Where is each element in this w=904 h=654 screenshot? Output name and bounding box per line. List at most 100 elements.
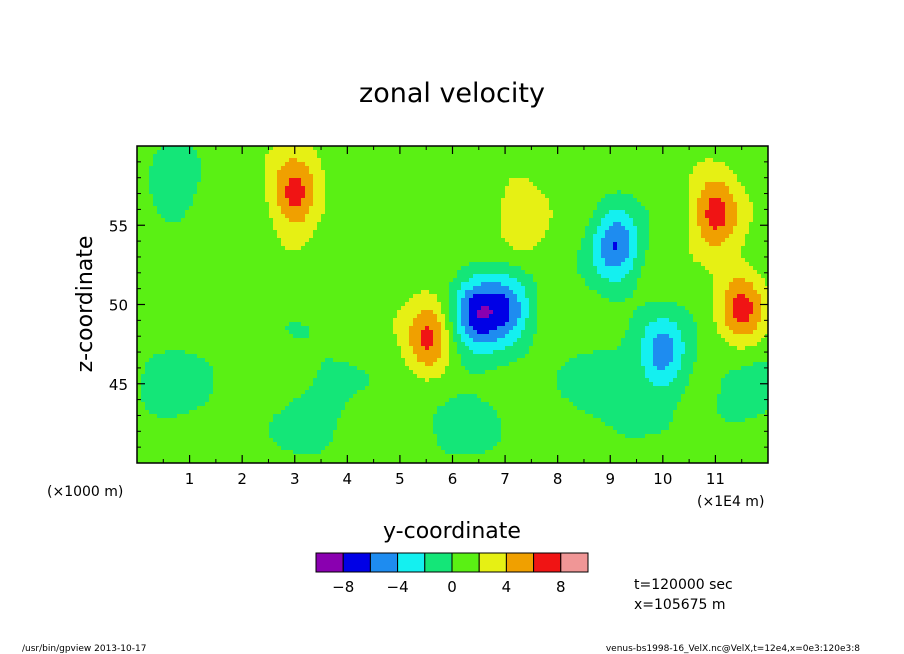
field-cell bbox=[309, 454, 313, 458]
field-cell bbox=[561, 374, 565, 378]
field-cell bbox=[153, 170, 157, 174]
field-cell bbox=[745, 278, 749, 282]
field-cell bbox=[645, 382, 649, 386]
field-cell bbox=[397, 322, 401, 326]
field-cell bbox=[733, 398, 737, 402]
field-cell bbox=[605, 238, 609, 242]
field-cell bbox=[153, 182, 157, 186]
field-cell bbox=[313, 174, 317, 178]
field-cell bbox=[741, 422, 745, 426]
field-cell bbox=[585, 278, 589, 282]
field-cell bbox=[281, 222, 285, 226]
field-cell bbox=[757, 278, 761, 282]
field-cell bbox=[677, 306, 681, 310]
field-cell bbox=[473, 294, 477, 298]
field-cell bbox=[737, 194, 741, 198]
field-cell bbox=[501, 230, 505, 234]
field-cell bbox=[157, 358, 161, 362]
field-cell bbox=[593, 278, 597, 282]
field-cell bbox=[189, 398, 193, 402]
field-cell bbox=[645, 342, 649, 346]
field-cell bbox=[641, 374, 645, 378]
field-cell bbox=[741, 318, 745, 322]
field-cell bbox=[717, 242, 721, 246]
field-cell bbox=[721, 394, 725, 398]
field-cell bbox=[653, 430, 657, 434]
field-cell bbox=[285, 442, 289, 446]
field-cell bbox=[665, 314, 669, 318]
field-cell bbox=[317, 442, 321, 446]
field-cell bbox=[701, 170, 705, 174]
field-cell bbox=[313, 330, 317, 334]
field-cell bbox=[693, 178, 697, 182]
field-cell bbox=[193, 406, 197, 410]
field-cell bbox=[585, 354, 589, 358]
field-cell bbox=[609, 366, 613, 370]
field-cell bbox=[625, 298, 629, 302]
field-cell bbox=[689, 346, 693, 350]
field-cell bbox=[201, 390, 205, 394]
field-cell bbox=[329, 438, 333, 442]
field-cell bbox=[717, 210, 721, 214]
field-cell bbox=[597, 210, 601, 214]
field-cell bbox=[709, 190, 713, 194]
field-cell bbox=[473, 342, 477, 346]
field-cell bbox=[541, 218, 545, 222]
field-cell bbox=[669, 342, 673, 346]
colorbar-tick-label: 4 bbox=[502, 578, 512, 596]
field-cell bbox=[173, 214, 177, 218]
field-cell bbox=[181, 414, 185, 418]
field-cell bbox=[297, 202, 301, 206]
field-cell bbox=[289, 162, 293, 166]
field-cell bbox=[453, 438, 457, 442]
field-cell bbox=[713, 190, 717, 194]
field-cell bbox=[273, 230, 277, 234]
field-cell bbox=[429, 342, 433, 346]
field-cell bbox=[465, 294, 469, 298]
field-cell bbox=[617, 210, 621, 214]
field-cell bbox=[309, 178, 313, 182]
field-cell bbox=[297, 150, 301, 154]
field-cell bbox=[533, 318, 537, 322]
field-cell bbox=[177, 186, 181, 190]
field-cell bbox=[661, 370, 665, 374]
field-cell bbox=[137, 394, 141, 398]
field-cell bbox=[649, 370, 653, 374]
field-cell bbox=[721, 230, 725, 234]
field-cell bbox=[633, 278, 637, 282]
field-cell bbox=[761, 410, 765, 414]
field-cell bbox=[333, 374, 337, 378]
field-cell bbox=[325, 382, 329, 386]
field-cell bbox=[517, 334, 521, 338]
field-cell bbox=[605, 290, 609, 294]
field-cell bbox=[721, 314, 725, 318]
field-cell bbox=[337, 394, 341, 398]
field-cell bbox=[689, 206, 693, 210]
field-cell bbox=[605, 386, 609, 390]
field-cell bbox=[201, 358, 205, 362]
field-cell bbox=[577, 378, 581, 382]
field-cell bbox=[621, 278, 625, 282]
field-cell bbox=[697, 222, 701, 226]
field-cell bbox=[177, 386, 181, 390]
field-cell bbox=[309, 154, 313, 158]
field-cell bbox=[301, 346, 305, 350]
field-cell bbox=[329, 362, 333, 366]
field-cell bbox=[405, 310, 409, 314]
field-cell bbox=[589, 366, 593, 370]
field-cell bbox=[617, 238, 621, 242]
field-cell bbox=[609, 226, 613, 230]
field-cell bbox=[601, 242, 605, 246]
field-cell bbox=[337, 414, 341, 418]
field-cell bbox=[709, 226, 713, 230]
field-cell bbox=[177, 390, 181, 394]
field-cell bbox=[449, 318, 453, 322]
field-cell bbox=[293, 418, 297, 422]
field-cell bbox=[369, 370, 373, 374]
field-cell bbox=[145, 410, 149, 414]
field-cell bbox=[405, 306, 409, 310]
field-cell bbox=[313, 186, 317, 190]
field-cell bbox=[285, 222, 289, 226]
field-cell bbox=[293, 166, 297, 170]
field-cell bbox=[601, 414, 605, 418]
